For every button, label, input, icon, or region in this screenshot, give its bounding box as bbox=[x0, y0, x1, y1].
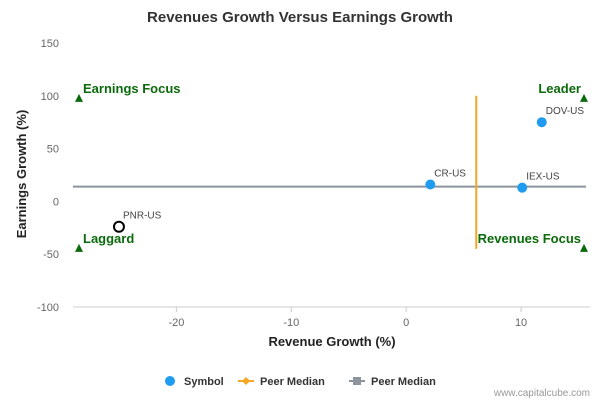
quadrant-label: Earnings Focus bbox=[83, 81, 181, 96]
y-tick-label: 50 bbox=[47, 144, 59, 156]
quadrant-label: Laggard bbox=[83, 231, 134, 246]
legend: Symbol Peer Median Peer Median bbox=[165, 376, 436, 388]
data-points: CR-US IEX-US DOV-US PNR-US bbox=[112, 106, 585, 233]
quadrant-triangle-marker bbox=[75, 243, 83, 252]
axes: Earnings Growth (%) Revenue Growth (%) bbox=[14, 110, 590, 349]
legend-diamond-marker bbox=[242, 377, 250, 385]
quadrant-triangle-marker bbox=[75, 93, 83, 102]
x-tick-label: 0 bbox=[403, 317, 409, 329]
legend-label: Symbol bbox=[184, 376, 224, 388]
legend-square-marker bbox=[353, 377, 361, 385]
x-tick-label: -20 bbox=[168, 317, 184, 329]
data-point bbox=[425, 179, 436, 190]
y-axis-label: Earnings Growth (%) bbox=[14, 110, 29, 239]
y-tick-label: -50 bbox=[43, 249, 59, 261]
legend-label: Peer Median bbox=[260, 376, 325, 388]
quadrant-labels: Earnings Focus Leader Laggard Revenues Focu… bbox=[75, 81, 588, 252]
y-tick-label: 150 bbox=[41, 38, 59, 50]
x-tick-label: 10 bbox=[515, 317, 527, 329]
peer-median-lines bbox=[73, 95, 586, 249]
quadrant-triangle-marker bbox=[580, 243, 588, 252]
data-point-label: IEX-US bbox=[526, 172, 560, 183]
data-point-label: CR-US bbox=[434, 169, 466, 180]
data-point bbox=[517, 182, 528, 193]
x-tick-label: -10 bbox=[283, 317, 299, 329]
legend-label: Peer Median bbox=[371, 376, 436, 388]
legend-symbol-marker bbox=[165, 376, 175, 386]
data-point bbox=[536, 117, 547, 128]
data-point bbox=[112, 220, 125, 233]
chart-title: Revenues Growth Versus Earnings Growth bbox=[147, 9, 453, 26]
y-tick-label: -100 bbox=[37, 302, 59, 314]
data-point-label: PNR-US bbox=[123, 211, 162, 222]
watermark: www.capitalcube.com bbox=[493, 388, 590, 399]
x-axis-label: Revenue Growth (%) bbox=[268, 334, 395, 349]
quadrant-triangle-marker bbox=[580, 93, 588, 102]
quadrant-label: Revenues Focus bbox=[478, 231, 581, 246]
y-tick-label: 100 bbox=[41, 91, 59, 103]
data-point-label: DOV-US bbox=[546, 106, 585, 117]
y-tick-label: 0 bbox=[53, 196, 59, 208]
quadrant-label: Leader bbox=[538, 81, 581, 96]
